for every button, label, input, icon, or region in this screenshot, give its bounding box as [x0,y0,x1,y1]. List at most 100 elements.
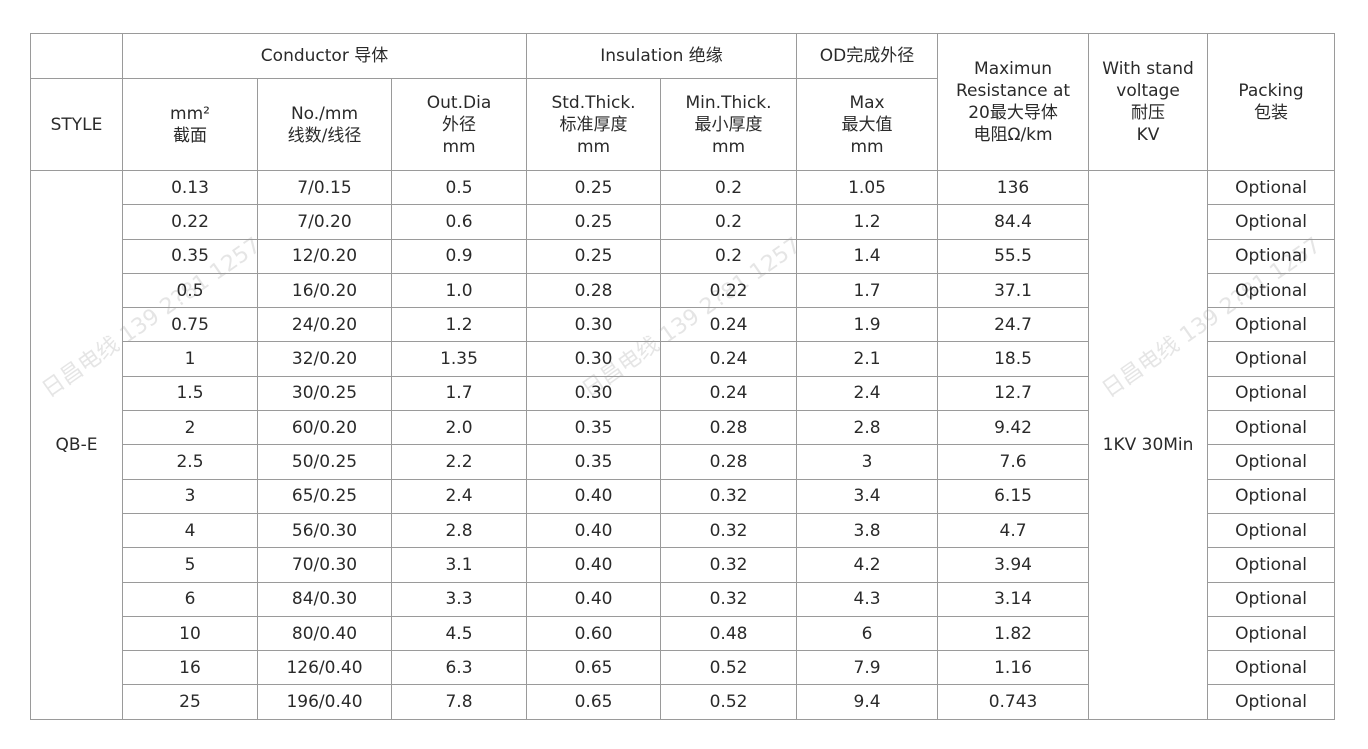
min-thick-cell: 0.32 [660,478,798,514]
outdia-cell: 2.0 [390,410,528,446]
strands-cell: 7/0.15 [257,169,392,206]
area-cell: 6 [122,581,258,617]
min-thick-cell: 0.32 [660,512,798,549]
voltage-cell: 1KV 30Min [1088,170,1209,720]
outdia-cell: 0.9 [390,238,528,274]
table-row: 0.75 24/0.20 1.2 0.30 0.24 1.9 24.7 Optional [31,307,1336,343]
min-thick-cell: 0.24 [660,307,798,343]
packing-cell: Optional [1207,512,1336,549]
strands-cell: 30/0.25 [257,375,392,412]
std-thick-cell: 0.25 [526,169,662,206]
area-cell: 1 [122,341,258,377]
table-row: QB-E 0.13 7/0.15 0.5 0.25 0.2 1.05 136 1KV 30Min… [30,169,1336,720]
packing-cell: Optional [1207,238,1336,274]
od-max-cell: 1.7 [796,272,939,309]
strands-cell: 12/0.20 [257,238,392,274]
area-cell: 16 [122,650,258,686]
spec-table: Conductor 导体 Insulation 绝缘 OD完成外径 Maximu… [30,33,1336,720]
table-row: 25 196/0.40 7.8 0.65 0.52 9.4 0.743 Optional [31,684,1336,720]
table-row: 0.5 16/0.20 1.0 0.28 0.22 1.7 37.1 Optional [31,272,1336,309]
std-thick-cell: 0.60 [526,615,662,652]
od-max-cell: 4.3 [796,581,939,617]
strands-header: No./mm 线数/线径 [257,78,392,171]
strands-cell: 7/0.20 [257,204,392,240]
od-max-cell: 1.2 [796,204,939,240]
area-cell: 25 [122,684,258,720]
outdia-cell: 2.8 [390,512,528,549]
od-max-cell: 3 [796,444,939,480]
resistance-cell: 1.16 [937,650,1090,686]
std-thick-cell: 0.65 [526,650,662,686]
std-thick-cell: 0.40 [526,547,662,583]
strands-cell: 56/0.30 [257,512,392,549]
od-max-cell: 2.1 [796,341,939,377]
area-cell: 2 [122,410,258,446]
od-max-cell: 6 [796,615,939,652]
strands-cell: 126/0.40 [257,650,392,686]
conductor-header: Conductor 导体 [121,33,528,79]
min-thick-cell: 0.22 [660,272,798,309]
area-cell: 0.35 [122,238,258,274]
packing-cell: Optional [1207,615,1336,652]
min-thick-header: Min.Thick. 最小厚度 mm [660,78,798,171]
style-header: STYLE [30,78,123,171]
outdia-header: Out.Dia 外径 mm [390,78,528,171]
outdia-cell: 1.35 [390,341,528,377]
resistance-cell: 6.15 [937,478,1090,514]
od-max-cell: 1.4 [796,238,939,274]
outdia-cell: 0.6 [390,204,528,240]
std-thick-header: Std.Thick. 标准厚度 mm [526,78,662,171]
area-cell: 2.5 [122,444,258,480]
od-max-cell: 1.9 [796,307,939,343]
std-thick-cell: 0.65 [526,684,662,720]
std-thick-cell: 0.35 [526,410,662,446]
resistance-cell: 37.1 [937,272,1090,309]
std-thick-cell: 0.40 [526,512,662,549]
outdia-cell: 2.4 [390,478,528,514]
resistance-cell: 18.5 [937,341,1090,377]
table-row: 10 80/0.40 4.5 0.60 0.48 6 1.82 Optional [31,615,1336,652]
resistance-header: Maximun Resistance at 20最大导体 电阻Ω/km [937,33,1090,171]
od-max-cell: 7.9 [796,650,939,686]
strands-cell: 24/0.20 [257,307,392,343]
outdia-cell: 1.0 [390,272,528,309]
outdia-cell: 3.1 [390,547,528,583]
area-cell: 0.13 [122,169,258,206]
od-max-cell: 2.4 [796,375,939,412]
outdia-cell: 4.5 [390,615,528,652]
std-thick-cell: 0.30 [526,375,662,412]
table-row: 3 65/0.25 2.4 0.40 0.32 3.4 6.15 Optional [31,478,1336,514]
area-cell: 1.5 [122,375,258,412]
table-row: 0.22 7/0.20 0.6 0.25 0.2 1.2 84.4 Optional [31,204,1336,240]
table-row: 6 84/0.30 3.3 0.40 0.32 4.3 3.14 Optional [31,581,1336,617]
strands-cell: 32/0.20 [257,341,392,377]
table-row: 1.5 30/0.25 1.7 0.30 0.24 2.4 12.7 Optional [31,375,1336,412]
std-thick-cell: 0.25 [526,238,662,274]
resistance-cell: 4.7 [937,512,1090,549]
resistance-cell: 3.14 [937,581,1090,617]
min-thick-cell: 0.52 [660,684,798,720]
table-row: 4 56/0.30 2.8 0.40 0.32 3.8 4.7 Optional [31,512,1336,549]
area-header: mm² 截面 [122,78,258,171]
packing-header: Packing 包装 [1207,33,1336,171]
min-thick-cell: 0.48 [660,615,798,652]
od-max-cell: 3.4 [796,478,939,514]
area-cell: 4 [122,512,258,549]
strands-cell: 65/0.25 [257,478,392,514]
min-thick-cell: 0.28 [660,444,798,480]
min-thick-cell: 0.2 [660,169,798,206]
min-thick-cell: 0.28 [660,410,798,446]
area-cell: 5 [122,547,258,583]
outdia-cell: 6.3 [390,650,528,686]
std-thick-cell: 0.30 [526,307,662,343]
packing-cell: Optional [1207,169,1336,206]
packing-cell: Optional [1207,410,1336,446]
od-max-cell: 2.8 [796,410,939,446]
table-row: 2.5 50/0.25 2.2 0.35 0.28 3 7.6 Optional [31,444,1336,480]
od-max-cell: 4.2 [796,547,939,583]
od-max-cell: 9.4 [796,684,939,720]
resistance-cell: 84.4 [937,204,1090,240]
min-thick-cell: 0.32 [660,581,798,617]
area-cell: 10 [122,615,258,652]
packing-cell: Optional [1207,444,1336,480]
